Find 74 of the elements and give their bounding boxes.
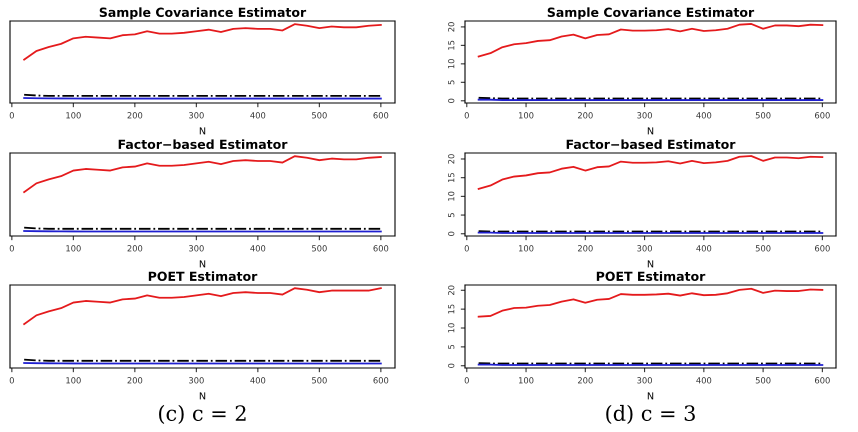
x-tick-label: 200: [128, 377, 142, 384]
line-series: [478, 23, 824, 58]
y-tick-label: 20: [448, 154, 454, 164]
chart-title: Factor−based Estimator: [118, 139, 288, 150]
y-tick-label: 15: [448, 173, 454, 182]
x-tick-label: 600: [815, 245, 830, 252]
x-tick-label: 600: [815, 112, 830, 118]
x-tick-label: 300: [189, 377, 204, 384]
chart-title: Factor−based Estimator: [566, 139, 736, 150]
text: (d) c = 3: [606, 404, 695, 424]
chart-title: Sample Covariance Estimator: [548, 7, 754, 20]
x-tick-label: 500: [756, 112, 771, 118]
x-tick-label: 200: [128, 245, 142, 252]
chart-title: POET Estimator: [596, 271, 706, 282]
y-tick-label: 5: [448, 80, 454, 84]
x-tick-label: 500: [756, 377, 771, 384]
text: (c) c = 2: [159, 404, 246, 424]
x-axis-title: N: [200, 127, 206, 134]
line-series: [478, 155, 824, 190]
x-tick-label: 300: [189, 112, 204, 118]
x-tick-label: 400: [250, 245, 266, 252]
y-tick-label: 10: [448, 323, 454, 332]
x-tick-label: 100: [66, 377, 81, 384]
line-series: [478, 288, 824, 318]
x-tick-label: 200: [578, 377, 593, 384]
x-tick-label: 0: [464, 245, 469, 252]
x-tick-label: 0: [464, 377, 469, 384]
x-tick-label: 200: [578, 245, 593, 252]
x-tick-label: 400: [250, 377, 266, 384]
x-axis-title: N: [648, 392, 654, 400]
x-tick-label: 200: [128, 112, 142, 118]
x-tick-label: 400: [696, 112, 712, 118]
x-tick-label: 300: [637, 245, 652, 252]
y-tick-label: 5: [448, 213, 454, 218]
y-tick-label: 20: [448, 286, 454, 295]
y-tick-label: 0: [448, 232, 454, 236]
x-tick-label: 100: [519, 245, 534, 252]
x-axis-title: N: [648, 260, 654, 268]
x-tick-label: 400: [250, 112, 266, 118]
chart-title: POET Estimator: [148, 271, 258, 282]
x-tick-label: 0: [10, 377, 14, 384]
x-tick-label: 300: [637, 377, 652, 384]
x-axis-title: N: [200, 392, 206, 400]
x-tick-label: 500: [312, 112, 327, 118]
x-tick-label: 600: [373, 245, 388, 252]
y-tick-label: 0: [448, 98, 454, 103]
y-tick-label: 10: [448, 192, 454, 201]
x-axis-title: N: [200, 260, 206, 268]
y-tick-label: 0: [448, 364, 454, 368]
x-tick-label: 600: [815, 377, 830, 384]
x-tick-label: 500: [312, 245, 327, 252]
x-tick-label: 0: [10, 245, 14, 252]
x-tick-label: 100: [519, 377, 534, 384]
x-tick-label: 500: [756, 245, 771, 252]
x-tick-label: 0: [10, 112, 14, 118]
x-tick-label: 100: [66, 245, 81, 252]
x-tick-label: 400: [696, 245, 712, 252]
chart-title: Sample Covariance Estimator: [100, 7, 306, 20]
y-tick-label: 15: [448, 40, 454, 50]
x-tick-label: 100: [66, 112, 81, 118]
y-tick-label: 15: [448, 304, 454, 314]
x-tick-label: 600: [373, 377, 388, 384]
x-tick-label: 500: [312, 377, 327, 384]
x-tick-label: 300: [189, 245, 204, 252]
x-tick-label: 0: [464, 112, 469, 118]
y-tick-label: 20: [448, 22, 454, 32]
x-tick-label: 100: [519, 112, 534, 118]
x-tick-label: 600: [373, 112, 388, 118]
y-tick-label: 10: [448, 59, 454, 68]
y-tick-label: 5: [448, 344, 454, 349]
x-axis-title: N: [648, 127, 654, 134]
x-tick-label: 200: [578, 112, 593, 118]
x-tick-label: 400: [696, 377, 712, 384]
x-tick-label: 300: [637, 112, 652, 118]
